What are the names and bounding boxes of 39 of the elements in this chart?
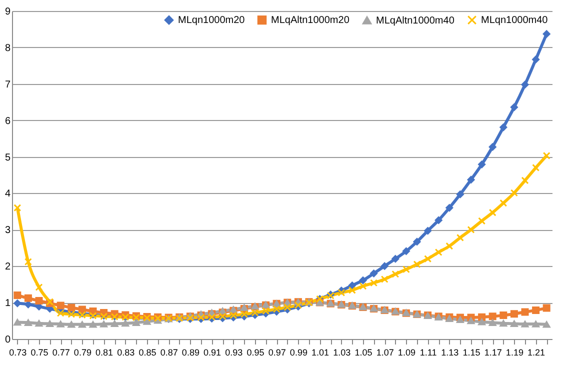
y-tick-label: 8 [4, 42, 11, 54]
y-tick-label: 4 [4, 188, 11, 200]
y-tick-label: 9 [4, 6, 11, 18]
x-tick-label: 0.83 [117, 348, 135, 358]
x-tick-label: 0.95 [246, 348, 264, 358]
x-tick-label: 1.01 [312, 348, 330, 358]
y-tick-label: 2 [4, 262, 11, 273]
y-tick-label: 5 [4, 152, 11, 164]
x-tick-label: 0.75 [30, 348, 48, 358]
y-tick-label: 0 [4, 334, 11, 346]
x-tick-label: 1.09 [398, 348, 416, 358]
legend-label: MLqn1000m20 [178, 15, 246, 26]
y-tick-label: 3 [4, 225, 11, 236]
x-tick-label: 0.87 [160, 348, 178, 358]
y-tick-label: 6 [4, 116, 11, 127]
y-tick-label: 1 [4, 298, 11, 310]
legend-label: MLqn1000m40 [481, 15, 548, 26]
x-tick-label: 0.97 [268, 348, 286, 358]
x-tick-label: 1.19 [506, 348, 524, 358]
legend-label: MLqAltn1000m40 [376, 15, 455, 26]
x-tick-label: 1.15 [462, 348, 480, 358]
x-tick-label: 0.91 [204, 348, 222, 358]
x-tick-label: 0.81 [96, 348, 114, 358]
x-tick-label: 0.99 [290, 348, 308, 358]
x-tick-label: 1.17 [484, 348, 502, 358]
x-tick-label: 1.21 [528, 348, 546, 358]
x-tick-label: 0.79 [74, 348, 92, 358]
x-tick-label: 1.03 [333, 348, 351, 358]
x-tick-label: 0.85 [138, 348, 156, 358]
x-tick-label: 1.13 [441, 348, 459, 358]
legend-label: MLqAltn1000m20 [271, 15, 350, 26]
x-tick-label: 0.89 [182, 348, 200, 358]
x-tick-label: 1.07 [376, 348, 394, 358]
x-tick-label: 1.05 [354, 348, 372, 358]
x-tick-label: 0.73 [9, 348, 27, 358]
x-tick-label: 0.93 [225, 348, 243, 358]
x-tick-label: 0.77 [52, 348, 70, 358]
x-tick-label: 1.11 [420, 348, 437, 358]
y-tick-label: 7 [4, 79, 11, 90]
